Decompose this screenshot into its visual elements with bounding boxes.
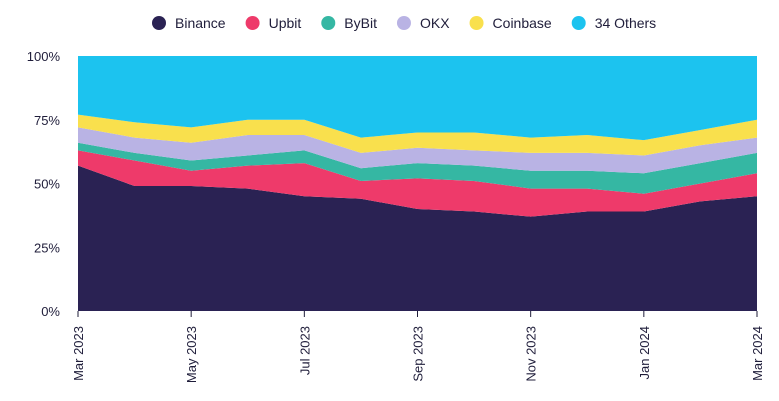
legend: Binance Upbit ByBit OKX Coinbase 34 Others bbox=[152, 15, 656, 31]
legend-marker bbox=[571, 16, 586, 30]
x-tick-label: Nov 2023 bbox=[524, 326, 539, 382]
legend-marker bbox=[396, 16, 411, 30]
legend-item-coinbase: Coinbase bbox=[469, 15, 552, 31]
area-coinbase bbox=[78, 114, 757, 156]
x-tick-label: May 2023 bbox=[184, 326, 199, 383]
x-tick-label: Jan 2024 bbox=[637, 326, 652, 380]
y-tick-label: 25% bbox=[34, 240, 60, 255]
legend-marker bbox=[245, 16, 260, 30]
legend-label: 34 Others bbox=[595, 15, 656, 31]
x-axis: Mar 2023 May 2023 Jul 2023 Sep 2023 Nov 2023… bbox=[71, 311, 765, 383]
area-34-others bbox=[78, 56, 757, 141]
x-tick-label: Jul 2023 bbox=[297, 326, 312, 375]
x-tick-label: Mar 2024 bbox=[750, 326, 765, 381]
y-axis: 0% 25% 50% 75% 100% bbox=[27, 49, 61, 319]
legend-label: Upbit bbox=[269, 15, 302, 31]
y-tick-label: 100% bbox=[27, 49, 61, 64]
legend-label: ByBit bbox=[344, 15, 377, 31]
y-tick-label: 0% bbox=[41, 304, 60, 319]
legend-marker bbox=[469, 16, 484, 30]
legend-item-okx: OKX bbox=[396, 15, 450, 31]
legend-item-bybit: ByBit bbox=[321, 15, 377, 31]
legend-marker bbox=[152, 16, 166, 30]
legend-item-upbit: Upbit bbox=[245, 15, 302, 31]
legend-label: OKX bbox=[420, 15, 450, 31]
legend-label: Binance bbox=[175, 15, 226, 31]
area-okx bbox=[78, 127, 757, 174]
legend-marker bbox=[321, 16, 336, 30]
x-tick-label: Mar 2023 bbox=[71, 326, 86, 381]
area-upbit bbox=[78, 150, 757, 217]
y-tick-label: 75% bbox=[34, 113, 60, 128]
y-tick-label: 50% bbox=[34, 177, 60, 192]
legend-item-34-others: 34 Others bbox=[571, 15, 656, 31]
x-tick-label: Sep 2023 bbox=[411, 326, 426, 382]
legend-item-binance: Binance bbox=[152, 15, 226, 31]
legend-label: Coinbase bbox=[493, 15, 552, 31]
area-series-group bbox=[78, 56, 757, 311]
area-binance bbox=[78, 165, 757, 311]
